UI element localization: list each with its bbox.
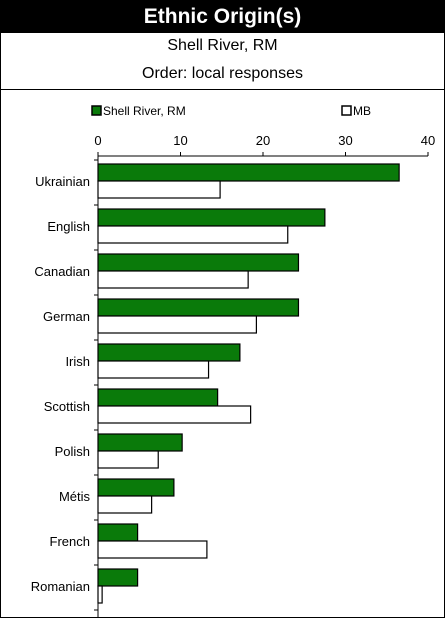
category-label-m-tis: Métis — [59, 489, 91, 504]
category-label-scottish: Scottish — [44, 399, 90, 414]
bar-mb-romanian — [97, 585, 103, 604]
category-label-polish: Polish — [55, 444, 90, 459]
bar-mb-scottish — [97, 405, 252, 424]
legend: Shell River, RM MB — [91, 104, 371, 118]
legend-swatch-shell-river — [91, 105, 102, 116]
category-label-romanian: Romanian — [31, 579, 90, 594]
category-label-canadian: Canadian — [34, 264, 90, 279]
category-labels: Ukrainian English Canadian German Irish Scott… — [31, 174, 91, 594]
category-label-irish: Irish — [65, 354, 90, 369]
bar-shell-river-french — [97, 523, 139, 542]
legend-label-shell-river: Shell River, RM — [103, 104, 186, 118]
bar-shell-river-polish — [97, 433, 183, 452]
x-tick-label-20: 20 — [256, 133, 270, 148]
legend-swatch-mb — [341, 105, 352, 116]
bar-shell-river-german — [97, 298, 300, 317]
bar-mb-canadian — [97, 270, 249, 289]
bar-shell-river-english — [97, 208, 326, 227]
bar-shell-river-m-tis — [97, 478, 175, 497]
x-tick-label-30: 30 — [338, 133, 352, 148]
bar-shell-river-canadian — [97, 253, 300, 272]
bar-mb-english — [97, 225, 289, 244]
bars — [97, 163, 400, 604]
bar-chart: Shell River, RM MB 0 10 20 30 40 Ukrainian En… — [31, 104, 435, 617]
bar-shell-river-scottish — [97, 388, 219, 407]
order-note: Order: local responses — [142, 65, 303, 82]
x-tick-label-0: 0 — [94, 133, 101, 148]
bar-mb-irish — [97, 360, 210, 379]
x-tick-label-40: 40 — [421, 133, 435, 148]
bar-mb-polish — [97, 450, 159, 469]
category-label-ukrainian: Ukrainian — [35, 174, 90, 189]
category-label-french: French — [50, 534, 90, 549]
bar-shell-river-romanian — [97, 568, 139, 587]
category-label-german: German — [43, 309, 90, 324]
bar-mb-ukrainian — [97, 180, 221, 199]
bar-shell-river-irish — [97, 343, 241, 362]
category-label-english: English — [47, 219, 90, 234]
header-divider — [1, 89, 444, 90]
bar-mb-m-tis — [97, 495, 153, 514]
bar-mb-french — [97, 540, 208, 559]
chart-subtitle: Shell River, RM — [167, 37, 278, 54]
bar-mb-german — [97, 315, 257, 334]
chart-title: Ethnic Origin(s) — [1, 1, 444, 33]
bar-shell-river-ukrainian — [97, 163, 400, 182]
legend-label-mb: MB — [353, 104, 371, 118]
x-tick-label-10: 10 — [173, 133, 187, 148]
